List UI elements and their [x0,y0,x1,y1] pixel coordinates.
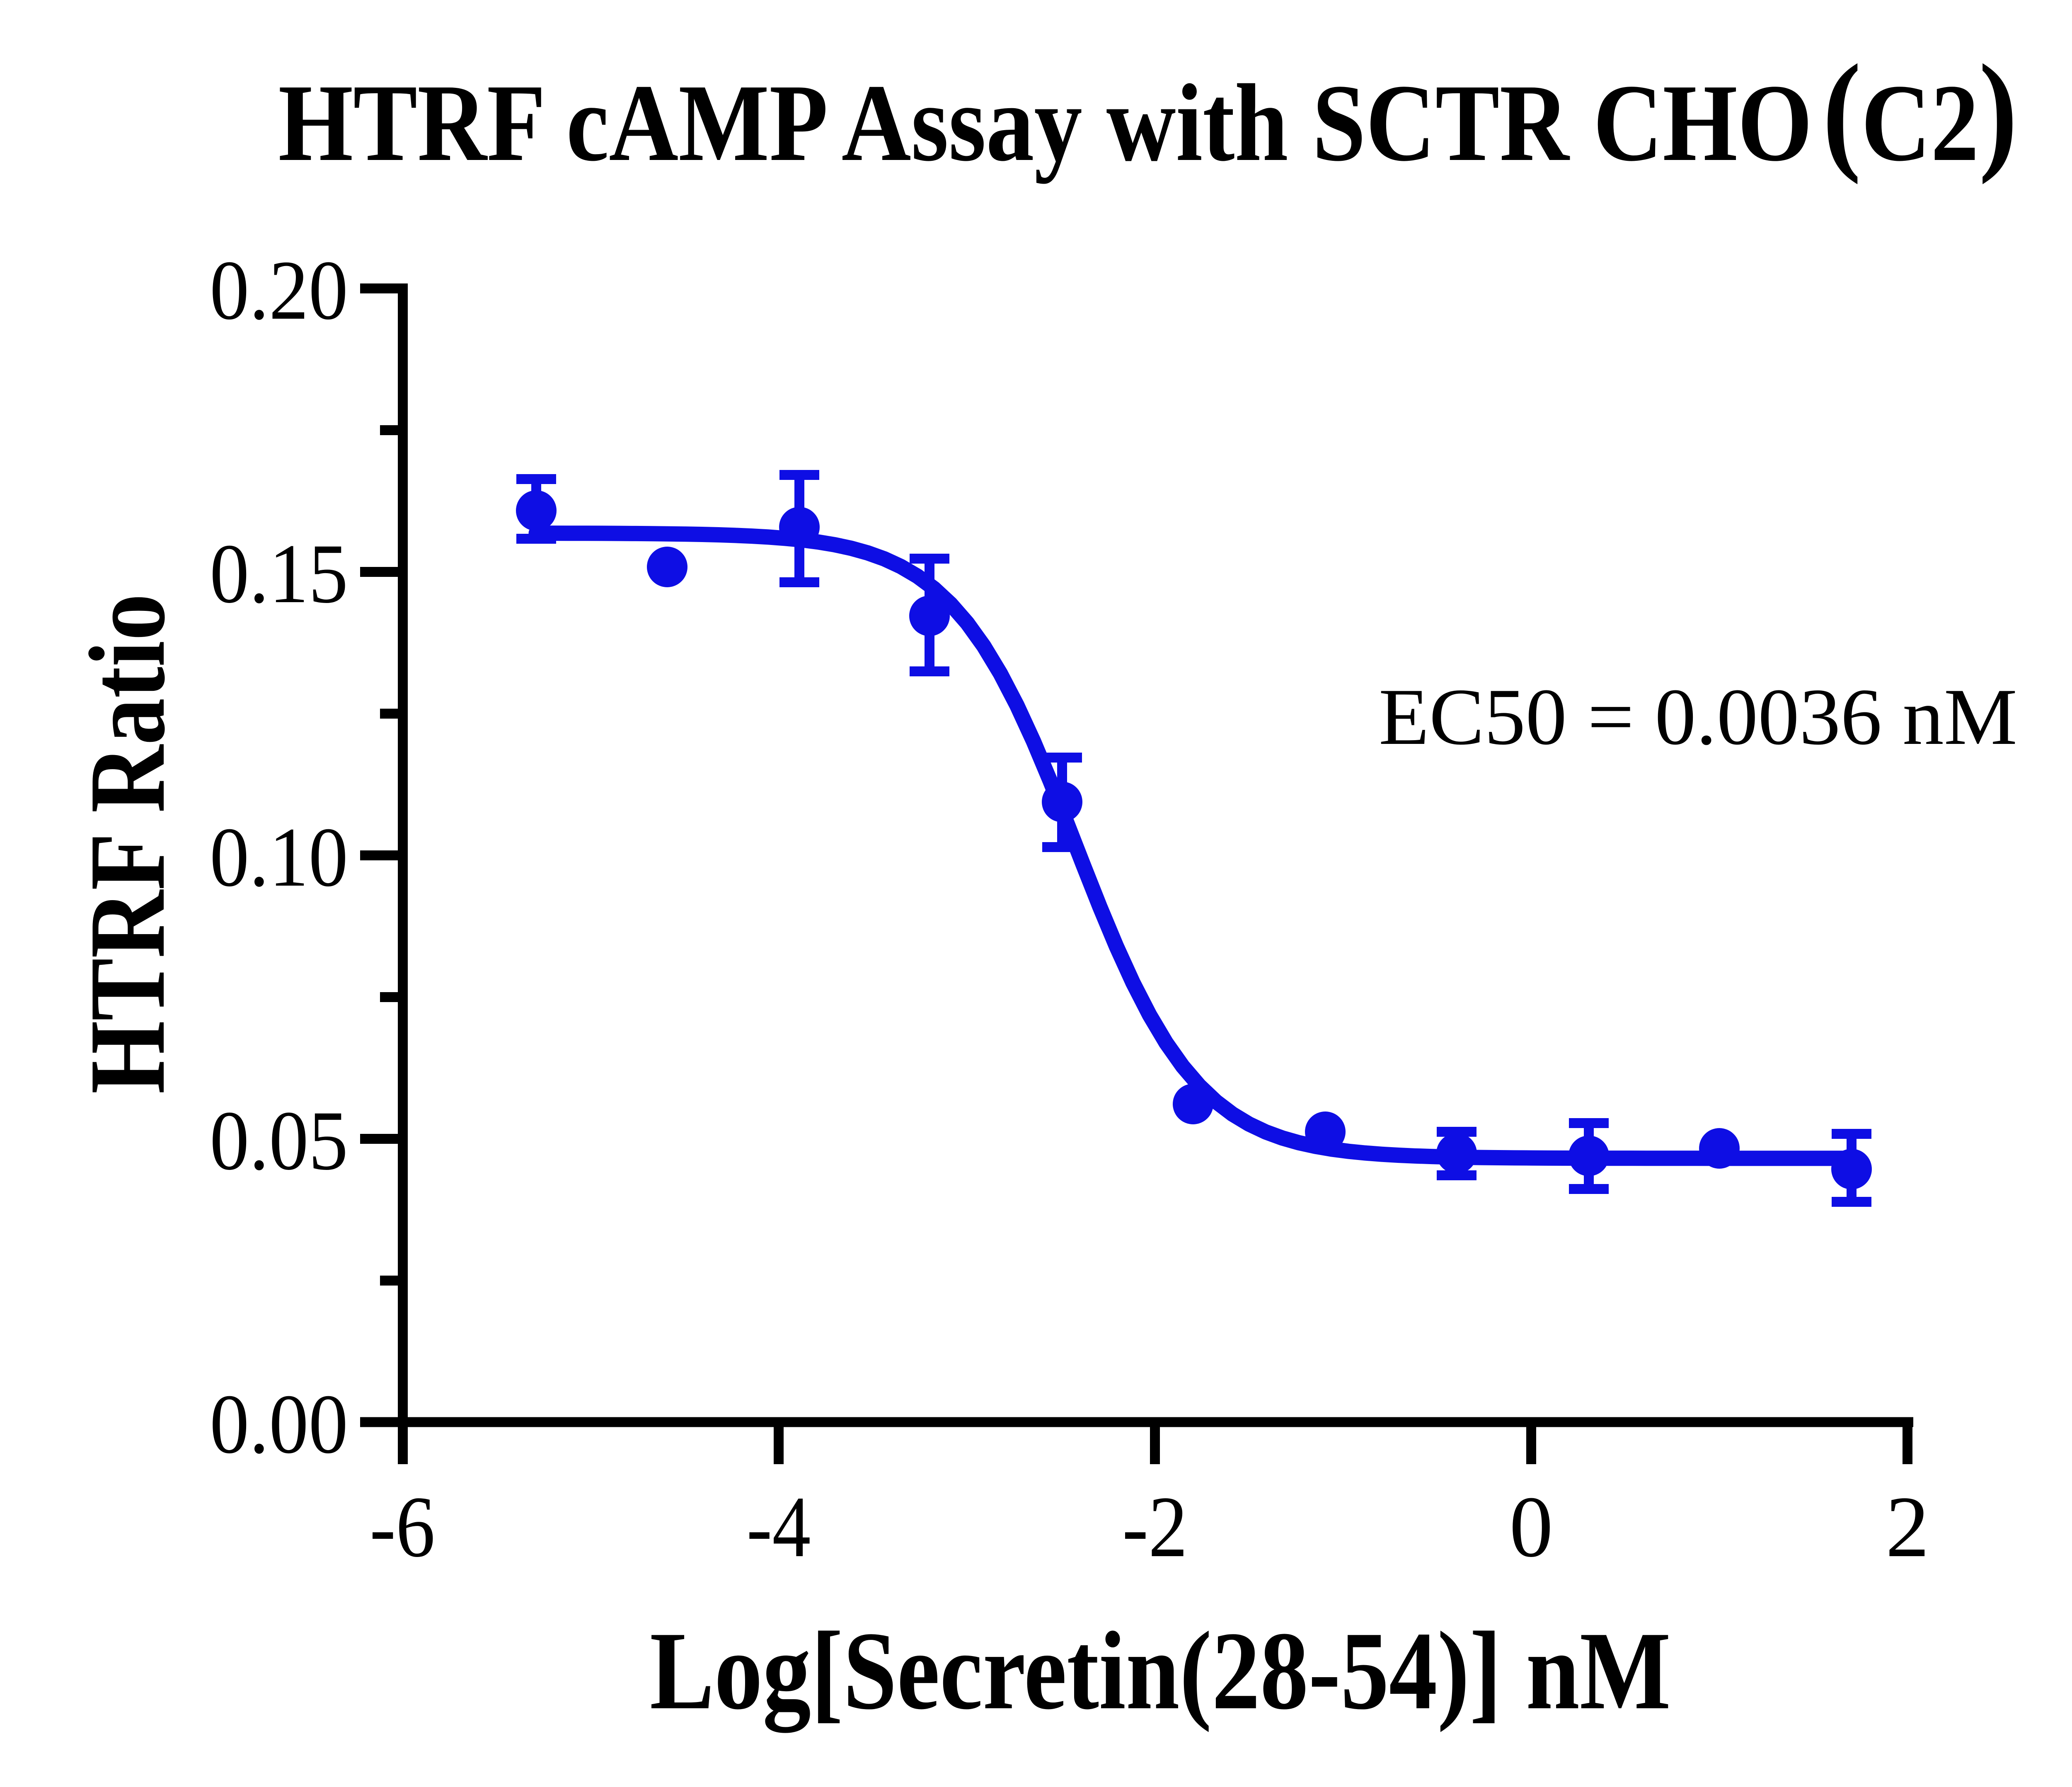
svg-text:2: 2 [1886,1478,1929,1575]
svg-text:HTRF Ratio: HTRF Ratio [67,594,187,1094]
svg-text:-2: -2 [1122,1478,1188,1575]
svg-text:Log[Secretin(28-54)] nM: Log[Secretin(28-54)] nM [650,1609,1671,1734]
svg-text:0.05: 0.05 [210,1094,348,1188]
svg-text:0: 0 [1509,1478,1553,1575]
svg-text:-4: -4 [747,1478,811,1575]
svg-text:HTRF cAMP Assay with SCTR CHO(: HTRF cAMP Assay with SCTR CHO(C2) [278,37,2018,185]
svg-text:EC50 = 0.0036 nM: EC50 = 0.0036 nM [1379,672,2017,762]
svg-text:0.15: 0.15 [210,527,348,621]
svg-text:0.00: 0.00 [210,1377,348,1471]
svg-text:0.20: 0.20 [210,243,348,337]
svg-text:-6: -6 [370,1478,435,1575]
svg-text:0.10: 0.10 [210,810,348,904]
